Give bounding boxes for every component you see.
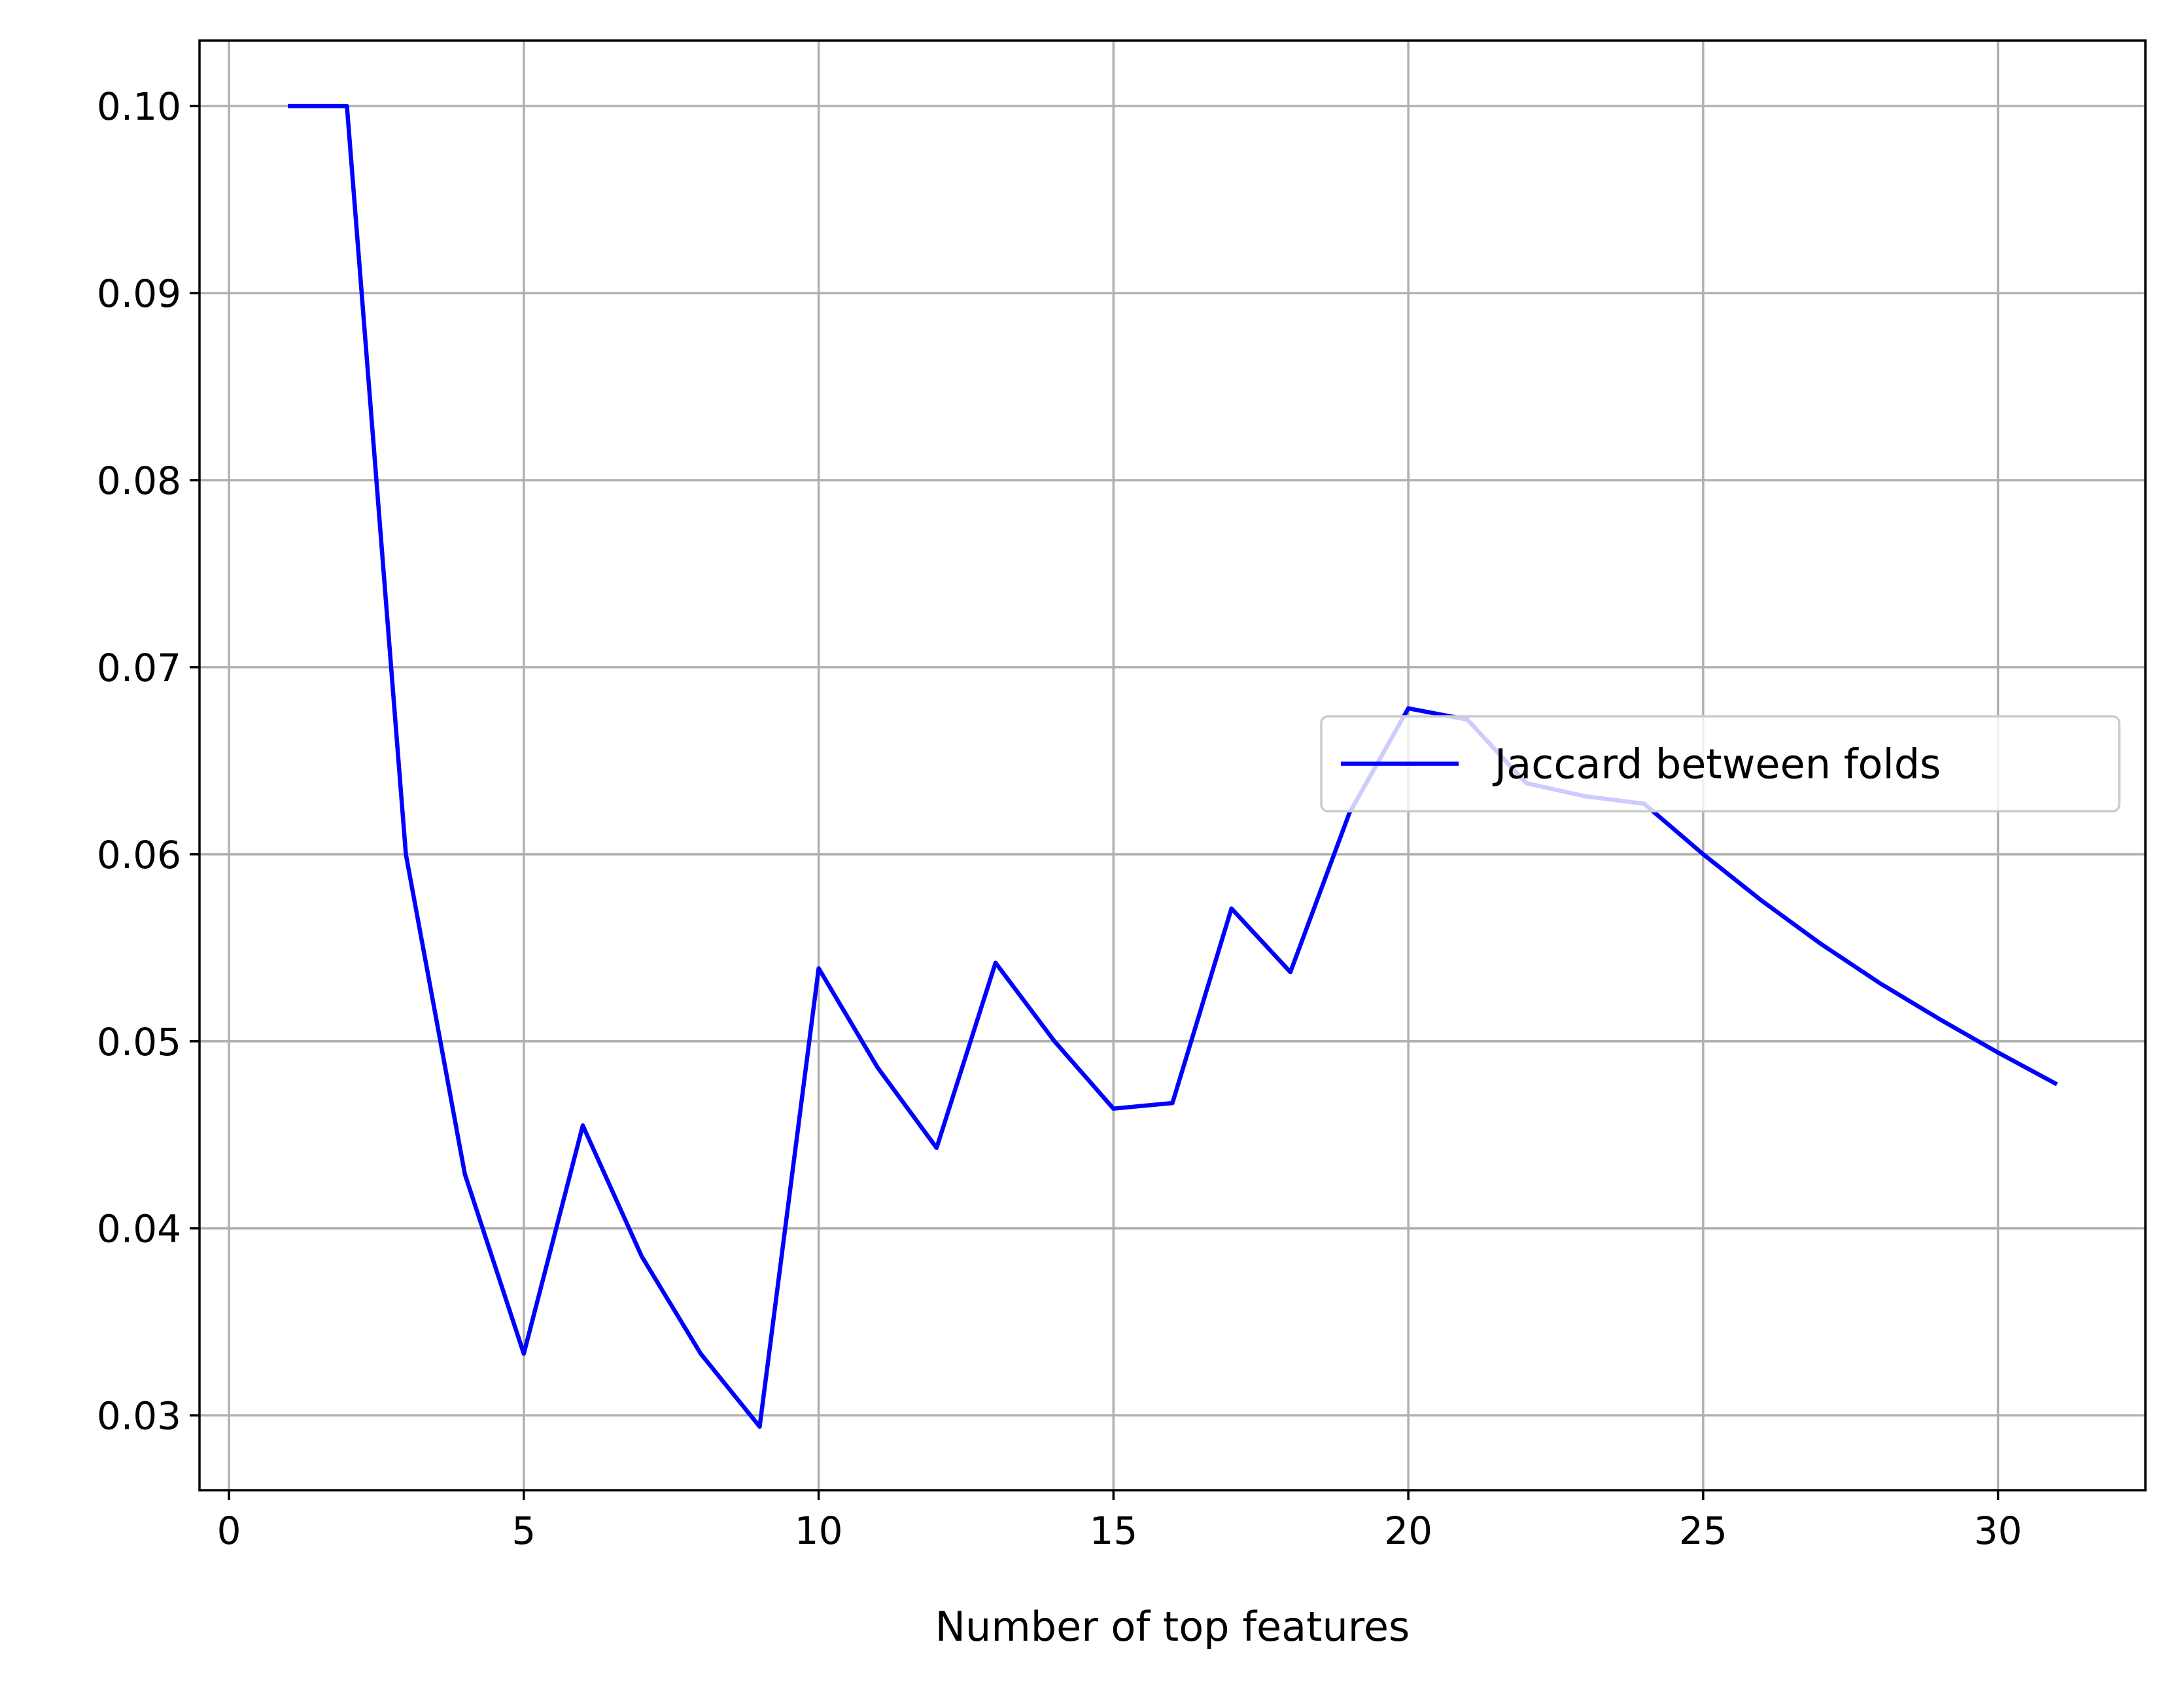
x-tick-label: 25 (1679, 1509, 1727, 1553)
series-line (288, 103, 2058, 1429)
legend-box (1320, 715, 2121, 813)
y-tick-label: 0.09 (97, 271, 181, 316)
x-tick-label: 20 (1384, 1509, 1432, 1553)
x-tick-label: 30 (1974, 1509, 2022, 1553)
y-tick-label: 0.04 (97, 1207, 181, 1251)
y-tick-label: 0.07 (97, 646, 181, 690)
y-tick-label: 0.03 (97, 1394, 181, 1439)
tick-marks (190, 105, 2000, 1500)
series-layer (288, 103, 2058, 1429)
x-tick-label: 15 (1089, 1509, 1137, 1553)
x-tick-label: 0 (217, 1509, 241, 1553)
y-tick-label: 0.08 (97, 459, 181, 503)
legend-entry-label: Jaccard between folds (1492, 741, 1941, 788)
x-tick-label: 10 (795, 1509, 843, 1553)
y-tick-label: 0.05 (97, 1020, 181, 1064)
x-axis-label: Number of top features (935, 1603, 1410, 1651)
y-tick-labels: 0.03 0.04 0.05 0.06 0.07 0.08 0.09 0.10 (97, 84, 181, 1439)
x-tick-label: 5 (511, 1509, 536, 1553)
y-tick-label: 0.06 (97, 833, 181, 877)
y-tick-label: 0.10 (97, 84, 181, 129)
plot-frame (198, 39, 2147, 1492)
legend: Jaccard between folds (1320, 715, 2121, 813)
x-tick-labels: 0 5 10 15 20 25 30 (217, 1509, 2022, 1553)
